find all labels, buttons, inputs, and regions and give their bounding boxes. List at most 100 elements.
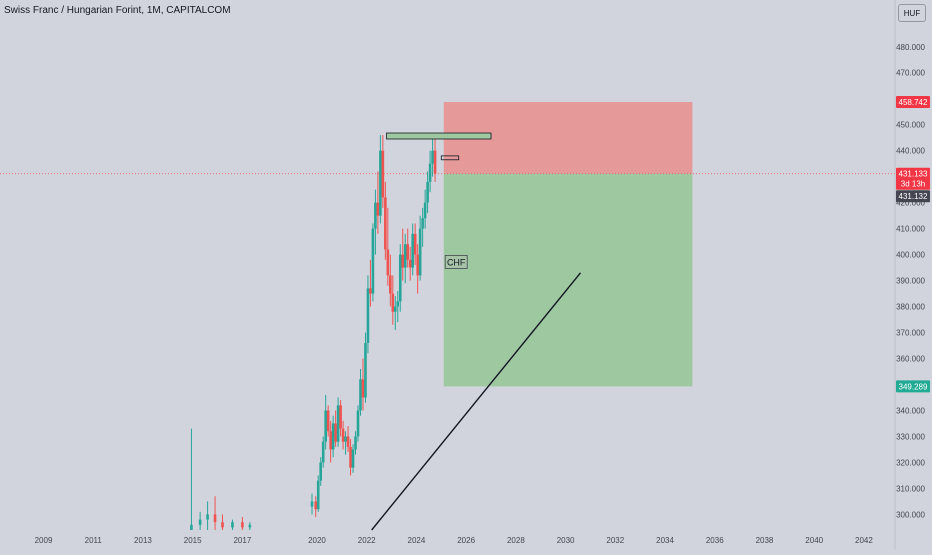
x-tick-label-2030: 2030 bbox=[557, 536, 575, 545]
x-tick-label-2040: 2040 bbox=[805, 536, 823, 545]
candle-body-49 bbox=[413, 233, 417, 255]
y-tick-label-0: 480.000 bbox=[896, 43, 925, 52]
candle-body-7 bbox=[248, 524, 252, 528]
chf-label-box bbox=[444, 255, 468, 269]
candle-body-12 bbox=[321, 441, 325, 463]
candle-body-2 bbox=[206, 514, 209, 520]
zone-box-1 bbox=[440, 155, 460, 161]
zone-box-0 bbox=[386, 132, 492, 140]
candle-body-30 bbox=[366, 288, 370, 343]
candle-body-36 bbox=[381, 150, 385, 198]
x-tick-label-2009: 2009 bbox=[35, 536, 53, 545]
candle-body-37 bbox=[384, 197, 387, 250]
candle-body-9 bbox=[314, 501, 318, 510]
y-tick-label-10: 360.000 bbox=[896, 355, 925, 364]
y-tick-label-13: 320.000 bbox=[896, 458, 925, 467]
x-tick-label-2032: 2032 bbox=[606, 536, 624, 545]
candle-body-56 bbox=[431, 150, 434, 164]
candle-body-24 bbox=[351, 449, 355, 468]
y-tick-label-7: 390.000 bbox=[896, 277, 925, 286]
candle-body-43 bbox=[398, 254, 402, 302]
candle-body-18 bbox=[336, 405, 340, 442]
candle-body-46 bbox=[406, 244, 410, 260]
candle-body-22 bbox=[346, 436, 350, 447]
current-price-label-bg bbox=[896, 167, 930, 190]
candle-body-32 bbox=[371, 228, 375, 294]
candle-body-41 bbox=[393, 306, 397, 312]
x-tick-label-2038: 2038 bbox=[756, 536, 774, 545]
candle-body-0 bbox=[190, 524, 193, 530]
target-price-label: 349.289 bbox=[899, 382, 928, 391]
take-profit-label-bg bbox=[896, 95, 930, 108]
candle-body-45 bbox=[403, 244, 407, 268]
candle-body-8 bbox=[310, 501, 314, 507]
candle-body-3 bbox=[213, 514, 217, 523]
y-tick-label-9: 370.000 bbox=[896, 329, 925, 338]
current-price-label: 431.133 bbox=[899, 170, 928, 179]
y-tick-label-4: 420.000 bbox=[896, 199, 925, 208]
candle-body-20 bbox=[341, 428, 345, 442]
x-tick-label-2013: 2013 bbox=[134, 536, 152, 545]
candle-body-55 bbox=[428, 163, 432, 182]
current-price-label-countdown: 3d 13h bbox=[901, 180, 925, 189]
x-tick-label-2022: 2022 bbox=[358, 536, 376, 545]
candle-body-53 bbox=[423, 202, 427, 219]
chf-label-text: CHF bbox=[447, 257, 466, 267]
y-tick-label-15: 300.000 bbox=[896, 510, 925, 519]
candle-body-38 bbox=[386, 249, 390, 276]
candle-body-19 bbox=[339, 405, 342, 429]
chart-title: Swiss Franc / Hungarian Forint, 1M, CAPI… bbox=[4, 5, 231, 16]
candle-body-31 bbox=[369, 288, 372, 294]
x-tick-label-2020: 2020 bbox=[308, 536, 326, 545]
candle-body-13 bbox=[324, 410, 327, 442]
y-tick-label-5: 410.000 bbox=[896, 225, 925, 234]
take-profit-label: 458.742 bbox=[899, 98, 928, 107]
currency-button[interactable]: HUF bbox=[898, 4, 926, 22]
target-price-label-bg bbox=[896, 380, 930, 393]
candle-body-51 bbox=[418, 228, 422, 276]
candle-body-15 bbox=[329, 431, 332, 450]
x-tick-label-2042: 2042 bbox=[855, 536, 873, 545]
y-tick-label-8: 380.000 bbox=[896, 303, 925, 312]
candle-body-40 bbox=[391, 293, 395, 312]
candle-body-21 bbox=[344, 436, 347, 442]
candle-body-52 bbox=[421, 218, 424, 229]
x-tick-label-2011: 2011 bbox=[85, 536, 103, 545]
entry-price-label: 431.132 bbox=[899, 192, 928, 201]
candle-body-54 bbox=[426, 181, 429, 203]
candle-body-57 bbox=[433, 150, 437, 174]
x-tick-label-2028: 2028 bbox=[507, 536, 525, 545]
candle-body-50 bbox=[416, 254, 419, 276]
x-tick-label-2017: 2017 bbox=[233, 536, 251, 545]
y-tick-label-11: 340.000 bbox=[896, 406, 925, 415]
candle-body-39 bbox=[389, 275, 392, 294]
x-tick-label-2024: 2024 bbox=[408, 536, 426, 545]
y-tick-label-12: 330.000 bbox=[896, 432, 925, 441]
candle-body-27 bbox=[359, 379, 362, 411]
candle-body-48 bbox=[411, 233, 414, 268]
candle-body-17 bbox=[334, 423, 337, 442]
y-tick-label-3: 440.000 bbox=[896, 147, 925, 156]
candle-body-14 bbox=[326, 410, 330, 432]
candle-body-23 bbox=[349, 446, 352, 468]
candle-body-25 bbox=[354, 436, 357, 450]
candle-body-6 bbox=[241, 522, 244, 528]
x-tick-label-2026: 2026 bbox=[457, 536, 475, 545]
candle-body-1 bbox=[198, 519, 202, 525]
candle-body-33 bbox=[374, 202, 377, 229]
y-tick-label-14: 310.000 bbox=[896, 484, 925, 493]
candle-body-4 bbox=[221, 522, 224, 528]
x-tick-label-2034: 2034 bbox=[656, 536, 674, 545]
candle-body-34 bbox=[376, 202, 380, 216]
candle-body-16 bbox=[331, 423, 335, 450]
y-tick-label-2: 450.000 bbox=[896, 121, 925, 130]
candle-body-28 bbox=[361, 379, 365, 398]
x-tick-label-2015: 2015 bbox=[184, 536, 202, 545]
trend-line bbox=[371, 272, 582, 531]
candle-body-26 bbox=[356, 410, 360, 437]
x-tick-label-2036: 2036 bbox=[706, 536, 724, 545]
y-tick-label-6: 400.000 bbox=[896, 251, 925, 260]
entry-price-label-bg bbox=[896, 190, 930, 203]
